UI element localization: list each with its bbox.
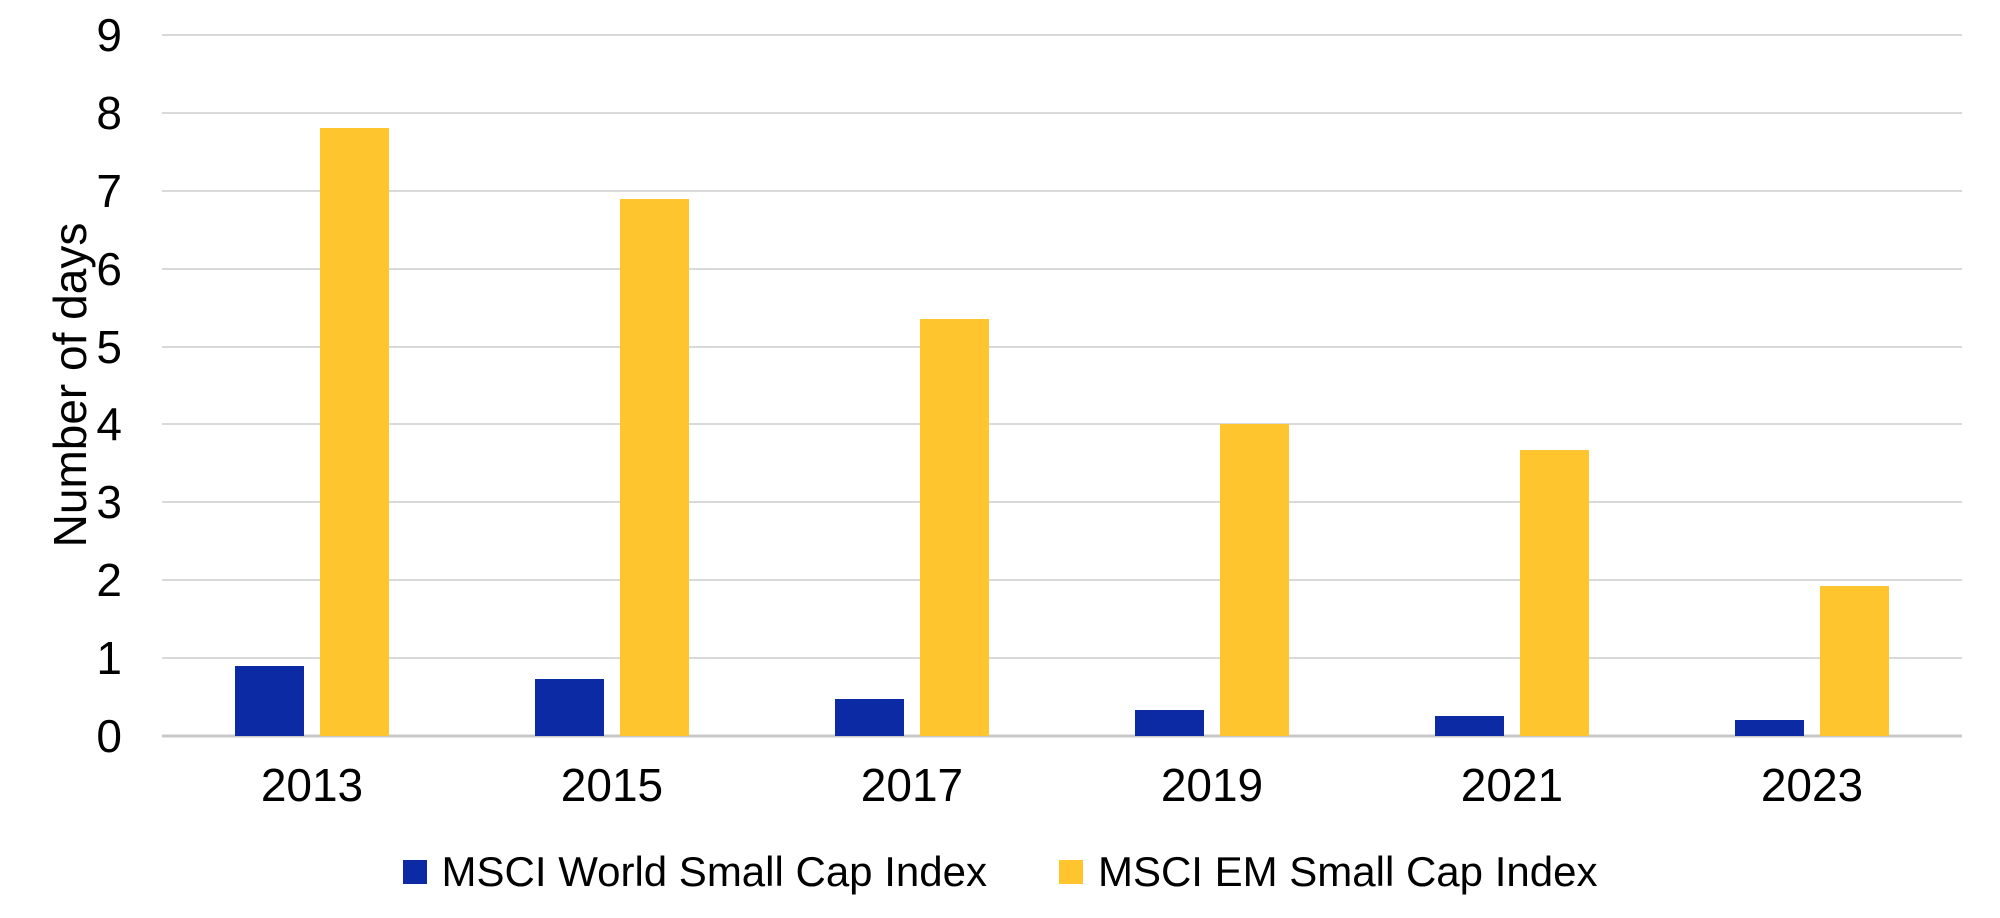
- bar-group-2019: [1062, 35, 1362, 736]
- bar-msci-world-small-cap-index-2013: [234, 665, 304, 736]
- bar-group-2015: [462, 35, 762, 736]
- bar-msci-world-small-cap-index-2023: [1734, 720, 1804, 736]
- y-axis-title: Number of days: [44, 222, 96, 548]
- gridline: [162, 189, 1962, 192]
- legend-swatch-msci-world-small-cap-index: [402, 860, 427, 884]
- x-tick-label: 2017: [860, 759, 964, 811]
- x-tick-label: 2023: [1760, 759, 1864, 811]
- legend-swatch-msci-em-small-cap-index: [1058, 860, 1083, 884]
- y-tick-label: 0: [96, 710, 122, 762]
- bar-group-2023: [1662, 35, 1962, 736]
- legend-label: MSCI World Small Cap Index: [441, 848, 987, 895]
- plot-area: 0 1 2 3 4 5 6 7 8 9 2013 2015 2017 2019 2021 2023: [96, 12, 1962, 808]
- bar-msci-em-small-cap-index-2019: [1219, 424, 1289, 736]
- bar-msci-em-small-cap-index-2021: [1519, 450, 1589, 736]
- bar-msci-em-small-cap-index-2015: [619, 198, 689, 736]
- bar-msci-world-small-cap-index-2017: [834, 698, 904, 736]
- gridline: [162, 579, 1962, 582]
- x-tick-label: 2019: [1160, 759, 1264, 811]
- y-tick-label: 5: [96, 320, 122, 373]
- gridline: [162, 345, 1962, 348]
- y-tick-label: 2: [96, 554, 122, 607]
- y-tick-label: 6: [96, 242, 122, 295]
- bar-msci-em-small-cap-index-2013: [319, 128, 389, 736]
- legend-label: MSCI EM Small Cap Index: [1097, 848, 1598, 895]
- bar-msci-world-small-cap-index-2015: [534, 679, 604, 736]
- bar-msci-em-small-cap-index-2023: [1819, 585, 1889, 736]
- y-tick-label: 8: [96, 86, 122, 139]
- gridline: [162, 111, 1962, 114]
- legend: MSCI World Small Cap Index MSCI EM Small …: [0, 840, 2000, 904]
- x-tick-label: 2015: [560, 759, 664, 811]
- legend-item-msci-world-small-cap-index: MSCI World Small Cap Index: [402, 848, 987, 895]
- bar-group-2021: [1362, 35, 1662, 736]
- y-tick-label: 1: [96, 632, 122, 685]
- y-tick-label: 3: [96, 476, 122, 529]
- bar-msci-world-small-cap-index-2021: [1434, 715, 1504, 736]
- gridline: [162, 501, 1962, 504]
- y-tick-label: 7: [96, 164, 122, 217]
- bar-group-2017: [762, 35, 1062, 736]
- gridline: [162, 267, 1962, 270]
- bar-group-2013: [162, 35, 462, 736]
- bar-msci-em-small-cap-index-2017: [919, 319, 989, 736]
- x-axis-line: [162, 734, 1962, 738]
- x-tick-label: 2021: [1460, 759, 1564, 811]
- bar-msci-world-small-cap-index-2019: [1134, 709, 1204, 736]
- gridline: [162, 34, 1962, 36]
- y-tick-label: 4: [96, 398, 122, 451]
- x-tick-label: 2013: [260, 759, 364, 811]
- gridline: [162, 657, 1962, 660]
- legend-item-msci-em-small-cap-index: MSCI EM Small Cap Index: [1058, 848, 1598, 895]
- gridline: [162, 423, 1962, 426]
- y-tick-label: 9: [96, 9, 122, 61]
